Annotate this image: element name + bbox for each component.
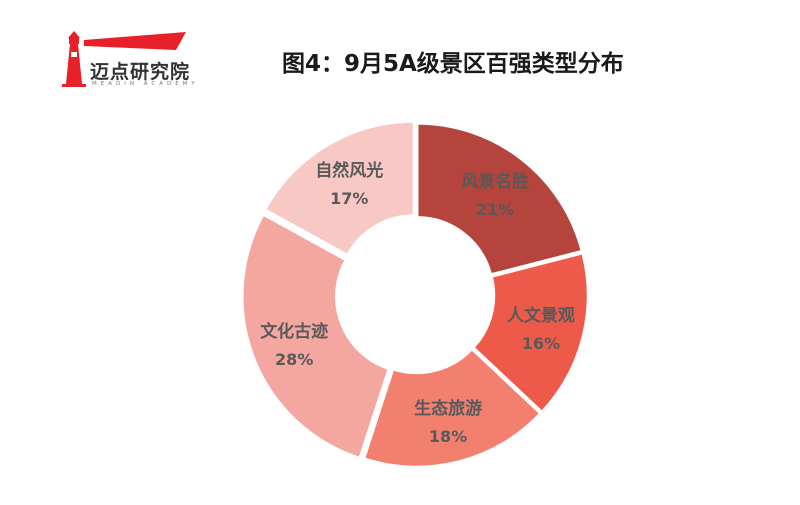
- slice-label-4: 文化古迹: [260, 321, 328, 342]
- pie-slice-3: [362, 347, 543, 469]
- slice-value-4: 28%: [275, 350, 313, 369]
- chart-title: 图4：9月5A级景区百强类型分布: [282, 51, 624, 77]
- slice-value-1: 21%: [476, 200, 514, 219]
- pie-slice-4: [241, 212, 391, 460]
- slice-value-5: 17%: [330, 189, 368, 208]
- pie-slice-5: [263, 120, 416, 257]
- slice-value-3: 18%: [429, 427, 467, 446]
- brand-subtitle: MEADIN ACADEMY: [92, 81, 199, 87]
- slice-label-1: 风景名胜: [461, 171, 529, 192]
- slice-label-5: 自然风光: [315, 160, 383, 181]
- pie-slice-1: [415, 122, 584, 277]
- pie-slice-2: [471, 251, 590, 414]
- lighthouse-icon: [62, 31, 186, 87]
- slice-label-2: 人文景观: [507, 305, 575, 326]
- brand-name: 迈点研究院: [90, 61, 191, 83]
- slice-label-3: 生态旅游: [414, 398, 482, 419]
- slice-value-2: 16%: [522, 334, 560, 353]
